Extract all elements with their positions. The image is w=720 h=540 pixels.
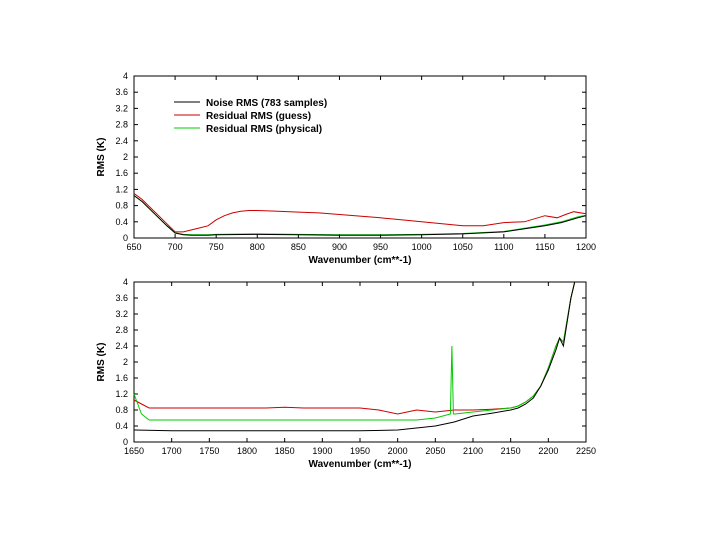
y-tick-label: 2 — [123, 357, 128, 367]
x-tick-label: 1150 — [535, 242, 554, 252]
y-tick-label: 3.2 — [115, 309, 128, 319]
y-tick-label: 1.2 — [115, 184, 128, 194]
y-axis-title: RMS (K) — [96, 138, 107, 177]
x-tick-label: 1000 — [412, 242, 432, 252]
x-tick-label: 800 — [250, 242, 265, 252]
y-tick-label: 4 — [123, 71, 128, 81]
series-line-residual-rms-physical — [133, 281, 576, 421]
x-tick-label: 950 — [373, 242, 388, 252]
x-tick-label: 1700 — [162, 446, 182, 456]
y-tick-label: 2.4 — [115, 341, 128, 351]
x-tick-label: 1950 — [350, 446, 370, 456]
x-tick-label: 1650 — [124, 446, 144, 456]
x-tick-label: 2000 — [388, 446, 408, 456]
y-tick-label: 0.4 — [115, 217, 128, 227]
x-tick-label: 900 — [332, 242, 347, 252]
x-tick-label: 1050 — [453, 242, 473, 252]
x-tick-label: 1800 — [237, 446, 257, 456]
x-axis-title: Wavenumber (cm**-1) — [309, 255, 412, 266]
x-tick-label: 850 — [291, 242, 306, 252]
x-tick-label: 1750 — [199, 446, 219, 456]
y-tick-label: 0.4 — [115, 421, 128, 431]
y-tick-label: 3.6 — [115, 293, 128, 303]
y-tick-label: 0.8 — [115, 201, 128, 211]
y-tick-label: 4 — [123, 277, 128, 287]
x-tick-label: 2150 — [501, 446, 521, 456]
x-tick-label: 2200 — [538, 446, 558, 456]
legend: Noise RMS (783 samples) Residual RMS (gue… — [174, 98, 327, 135]
x-tick-label: 650 — [126, 242, 141, 252]
series-line-residual-rms-physical — [133, 195, 587, 236]
series-line-noise-rms-783-samples — [133, 195, 587, 236]
y-tick-label: 0 — [123, 437, 128, 447]
chart-panel-1: 0 0.4 0.8 1.2 1.6 2 2.4 2.8 3.2 3.6 4 650 700 750 800 8… — [96, 71, 596, 266]
x-tick-label: 2100 — [463, 446, 483, 456]
x-axis-title: Wavenumber (cm**-1) — [309, 459, 412, 470]
series-line-residual-rms-guess — [133, 192, 587, 233]
chart-panel-2: 0 0.4 0.8 1.2 1.6 2 2.4 2.8 3.2 3.6 4 1650 1700 1750 1… — [96, 277, 596, 470]
y-tick-label: 1.6 — [115, 168, 128, 178]
legend-label: Residual RMS (guess) — [206, 111, 311, 122]
legend-label: Noise RMS (783 samples) — [206, 98, 327, 109]
x-tick-label: 1200 — [576, 242, 596, 252]
x-tick-label: 2050 — [425, 446, 445, 456]
y-tick-label: 2.8 — [115, 120, 128, 130]
series-line-noise-rms-783-samples — [133, 281, 576, 432]
y-tick-label: 3.6 — [115, 87, 128, 97]
y-tick-label: 1.6 — [115, 373, 128, 383]
x-tick-label: 750 — [209, 242, 224, 252]
x-tick-label: 1100 — [494, 242, 513, 252]
y-tick-label: 0.8 — [115, 405, 128, 415]
y-axis-title: RMS (K) — [96, 343, 107, 382]
y-tick-label: 2 — [123, 152, 128, 162]
y-tick-label: 0 — [123, 233, 128, 243]
legend-label: Residual RMS (physical) — [206, 124, 322, 135]
y-tick-label: 2.8 — [115, 325, 128, 335]
x-tick-label: 1900 — [312, 446, 332, 456]
y-tick-label: 2.4 — [115, 136, 128, 146]
plot-frame — [133, 281, 587, 443]
y-tick-label: 3.2 — [115, 103, 128, 113]
plot-frame — [133, 75, 587, 239]
series-line-residual-rms-guess — [133, 281, 576, 415]
x-tick-label: 1850 — [275, 446, 295, 456]
x-tick-label: 2250 — [576, 446, 596, 456]
x-tick-label: 700 — [168, 242, 183, 252]
y-tick-label: 1.2 — [115, 389, 128, 399]
